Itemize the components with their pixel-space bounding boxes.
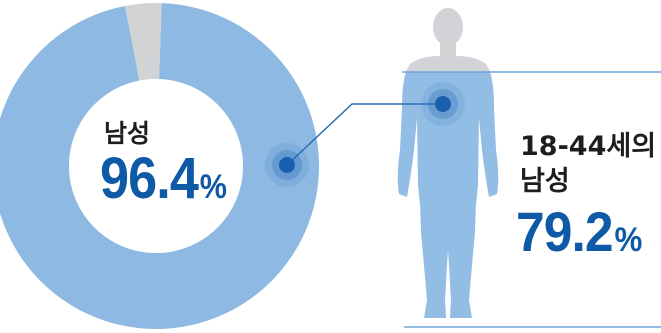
figure-marker-core <box>435 96 451 112</box>
donut-label: 남성 <box>104 119 151 148</box>
donut-marker-core <box>279 157 295 173</box>
figure-value: 79.2% <box>516 204 642 260</box>
donut-hole <box>69 79 243 253</box>
donut-slice-remainder <box>125 2 162 81</box>
figure-label: 18-44세의 남성 <box>520 130 656 199</box>
figure-value-unit: % <box>614 221 642 259</box>
figure-label-line1: 18-44세의 <box>520 131 657 162</box>
figure-label-line2: 남성 <box>520 165 570 197</box>
donut-slice-male <box>0 3 319 329</box>
figure-value-number: 79.2 <box>516 200 614 263</box>
donut-value: 96.4% <box>100 150 227 208</box>
connector-line <box>286 103 440 166</box>
donut-value-unit: % <box>199 168 227 206</box>
donut-value-number: 96.4 <box>100 146 199 211</box>
